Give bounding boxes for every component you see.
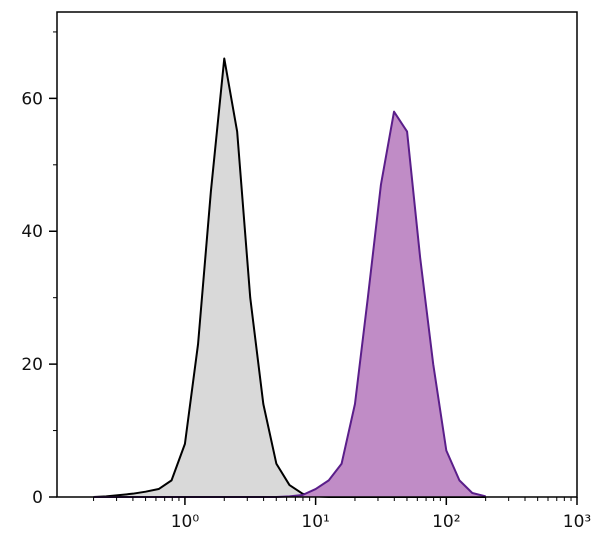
x-tick-label: 10¹ [301,512,329,532]
area-fill [93,111,486,497]
x-tick-label: 10² [432,512,460,532]
y-tick-label: 60 [21,89,43,109]
y-tick-label: 40 [21,222,43,242]
y-tick-label: 0 [32,488,43,508]
x-tick-label: 10⁰ [171,512,200,532]
y-tick-label: 20 [21,355,43,375]
plot-frame [56,11,578,498]
x-tick-label: 10³ [563,512,591,532]
